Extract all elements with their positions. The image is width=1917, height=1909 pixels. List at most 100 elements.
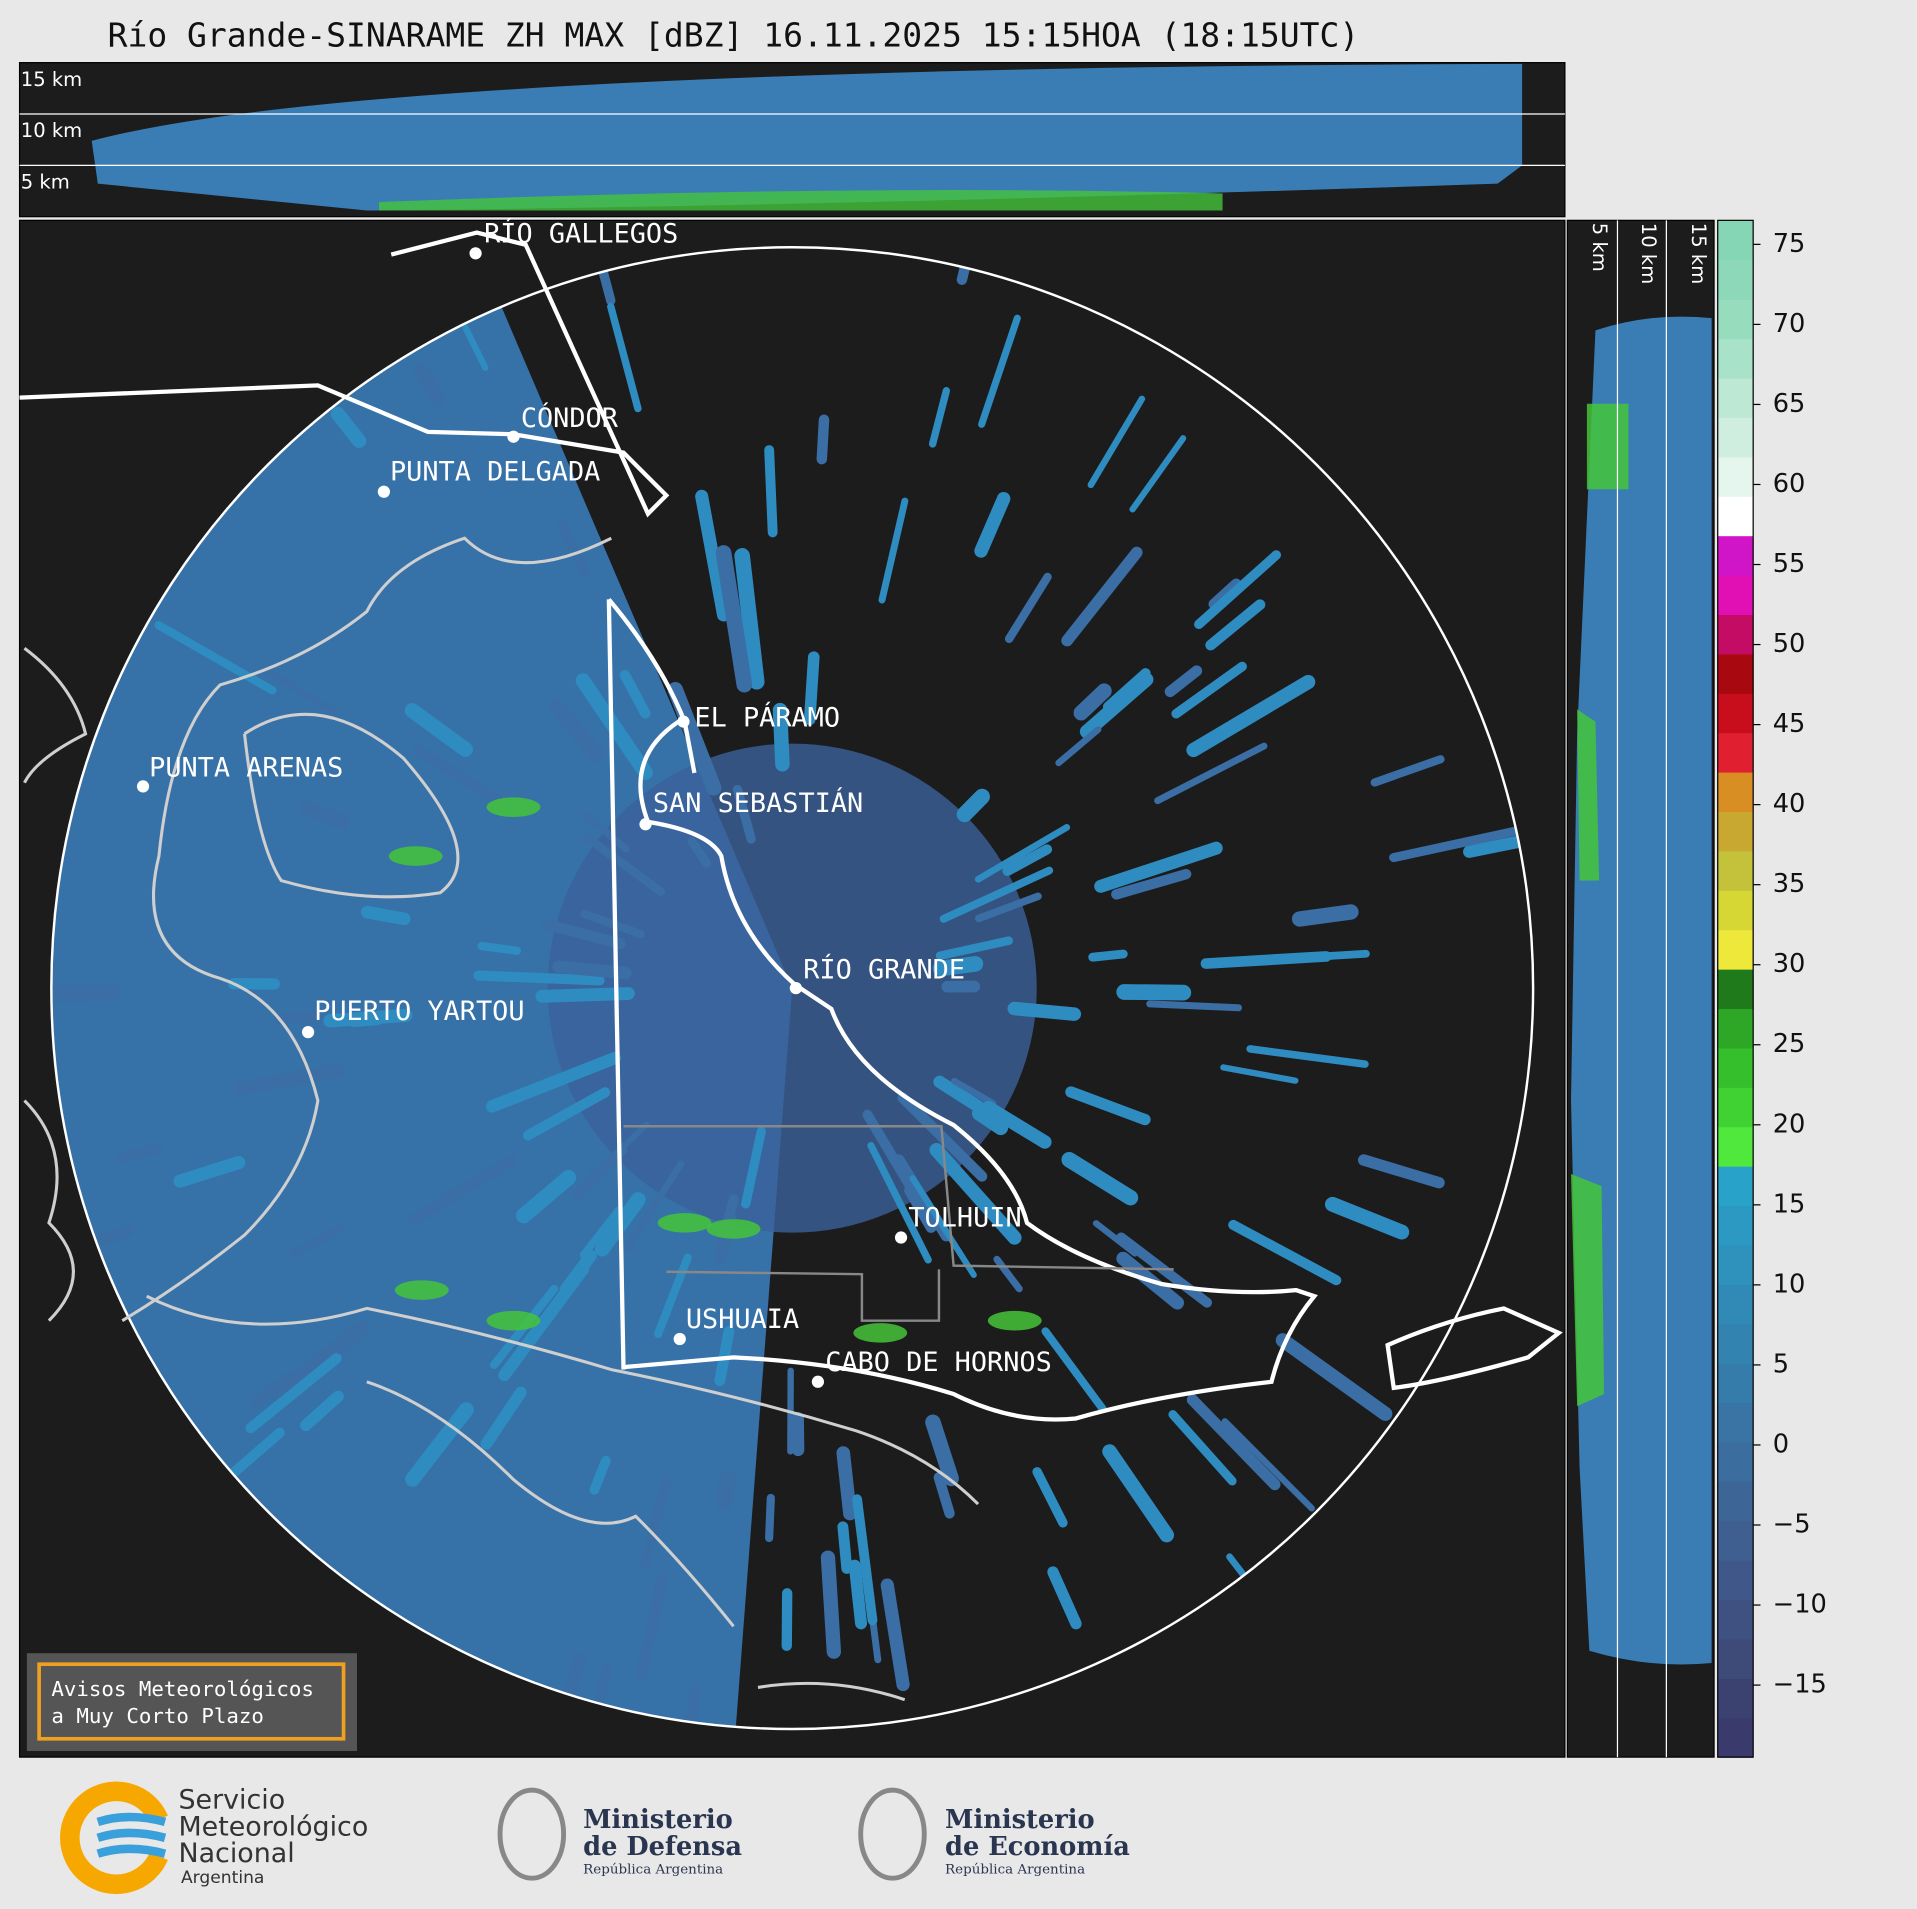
echo-streak — [716, 1469, 736, 1510]
echo-streak — [407, 1154, 517, 1226]
echo-streak — [477, 941, 522, 955]
logo-text: Ministerio — [945, 1805, 1095, 1835]
echo-cell — [394, 1280, 449, 1300]
logo-text: Meteorológico — [178, 1811, 368, 1842]
notice-text: a Muy Corto Plazo — [51, 1704, 264, 1728]
echo-streak — [836, 1446, 857, 1521]
echo-streak — [1221, 1418, 1315, 1512]
echo-streak — [1200, 951, 1332, 969]
colorbar-tick-label: 60 — [1773, 469, 1806, 499]
echo-streak — [473, 970, 605, 986]
echo-streak — [1168, 1410, 1237, 1486]
echo-streak — [878, 497, 909, 604]
echo-streak — [1228, 1219, 1342, 1286]
echo-streak — [405, 1402, 474, 1487]
echo-streak — [580, 909, 645, 939]
colorbar-band — [1717, 772, 1754, 813]
echo-streak — [974, 824, 1071, 883]
echo-streak — [607, 302, 642, 413]
echo-streak — [323, 1008, 413, 1028]
colorbar-tick-label: 10 — [1773, 1269, 1806, 1299]
echo-streak — [234, 1063, 346, 1095]
echo-streak — [557, 521, 590, 577]
echo-streak — [1171, 661, 1247, 719]
place-marker — [301, 1026, 315, 1039]
colorbar-band — [1717, 1520, 1754, 1561]
echo-streak — [1061, 546, 1143, 647]
echo-streak — [1111, 868, 1192, 900]
echo-streak — [1164, 665, 1203, 698]
echo-streak — [300, 1390, 344, 1432]
colorbar-tick-label: 55 — [1773, 549, 1806, 579]
logo-text: República Argentina — [583, 1862, 723, 1877]
colorbar-band — [1717, 456, 1754, 497]
colorbar-band — [1717, 850, 1754, 891]
echo-streak — [848, 1559, 868, 1630]
colorbar-band — [1717, 1008, 1754, 1049]
echo-streak — [1116, 984, 1192, 1001]
place-label: SAN SEBASTIÁN — [653, 787, 863, 819]
echo-streak — [715, 545, 753, 693]
title: Río Grande-SINARAME ZH MAX [dBZ] 16.11.2… — [108, 16, 1360, 55]
logo-text: de Defensa — [583, 1832, 742, 1862]
echo-streak — [640, 1478, 671, 1569]
echo-streak — [732, 784, 756, 844]
echo-streak — [541, 919, 626, 949]
colorbar-tick-label: 40 — [1773, 789, 1806, 819]
smn-logo: Servicio Meteorológico Nacional Argentin… — [60, 1781, 368, 1894]
echo-cell — [657, 1213, 712, 1233]
place-marker — [677, 715, 690, 728]
colorbar-band — [1717, 653, 1754, 694]
echo-cell — [853, 1323, 908, 1343]
echo-streak — [939, 866, 1054, 923]
echo-streak — [1389, 826, 1523, 863]
echo-streak — [274, 1011, 323, 1025]
colorbar-tick-label: −10 — [1773, 1590, 1827, 1620]
echo-streak — [1065, 1086, 1151, 1126]
colorbar-band — [1717, 1481, 1754, 1522]
echo-streak — [932, 955, 984, 977]
echo-streak — [925, 1414, 959, 1487]
colorbar-band — [1717, 693, 1754, 734]
echo-streak — [1047, 1566, 1082, 1630]
echo-streak — [480, 1386, 527, 1450]
logo-text: Argentina — [181, 1868, 264, 1888]
economia-logo: Ministerio de Economía República Argenti… — [858, 1787, 1130, 1881]
height-label: 5 km — [1588, 223, 1611, 272]
colorbar-band — [1717, 1047, 1754, 1088]
echo-streak — [1087, 395, 1146, 489]
place-label: PUNTA DELGADA — [390, 457, 600, 488]
echo-streak — [117, 1144, 163, 1164]
echo-streak — [636, 1573, 668, 1680]
echo-streak — [933, 1472, 955, 1519]
logo-text: Ministerio — [583, 1805, 733, 1835]
echo-streak — [852, 1494, 878, 1626]
colorbar-band — [1717, 1166, 1754, 1207]
echo-streak — [413, 744, 503, 806]
colorbar-band — [1717, 811, 1754, 852]
colorbar-band — [1717, 969, 1754, 1010]
colorbar-tick-label: 5 — [1773, 1349, 1789, 1379]
defensa-logo: Ministerio de Defensa República Argentin… — [497, 1787, 742, 1881]
echo-streak — [51, 985, 122, 1002]
echo-streak — [1320, 949, 1370, 961]
echo-streak — [695, 489, 731, 622]
notice-border — [37, 1662, 346, 1741]
place-marker — [894, 1231, 908, 1244]
echo-streak — [1041, 1327, 1107, 1413]
top-echo-green — [378, 190, 1223, 211]
colorbar-tick-label: 75 — [1773, 229, 1806, 259]
logo-text: de Economía — [945, 1832, 1130, 1862]
echo-streak — [1220, 1064, 1299, 1084]
colorbar-tick-label: 25 — [1773, 1029, 1806, 1059]
echo-streak — [951, 1077, 997, 1107]
echo-streak — [619, 670, 651, 719]
echo-streak — [1357, 1154, 1445, 1189]
echo-streak — [803, 651, 820, 726]
colorbar-band — [1717, 496, 1754, 537]
echo-streak — [1032, 1467, 1068, 1528]
colorbar-band — [1717, 929, 1754, 970]
colorbar-tick-label: 65 — [1773, 389, 1806, 419]
place-marker — [673, 1332, 686, 1346]
